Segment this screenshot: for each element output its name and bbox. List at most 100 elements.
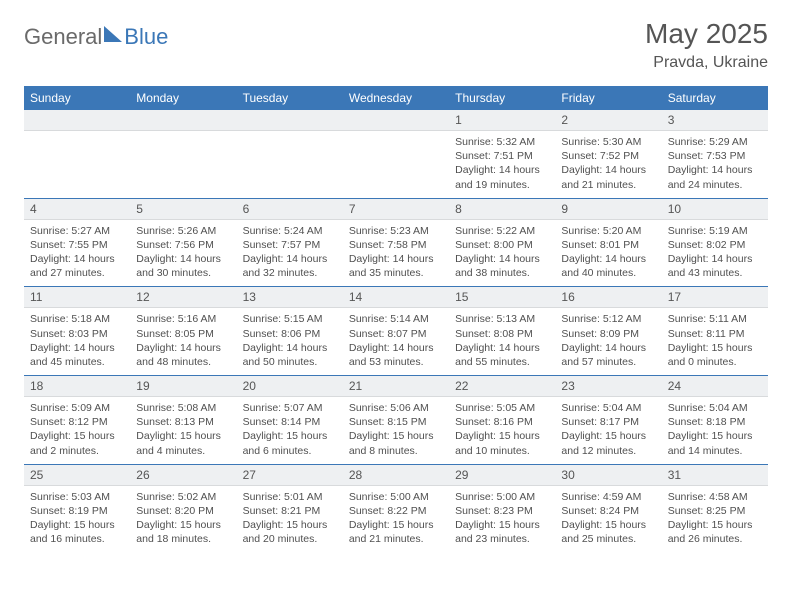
day1-text: Daylight: 15 hours	[668, 429, 762, 443]
day1-text: Daylight: 15 hours	[455, 518, 549, 532]
day1-text: Daylight: 15 hours	[243, 518, 337, 532]
day-content-row: Sunrise: 5:18 AMSunset: 8:03 PMDaylight:…	[24, 308, 768, 376]
day-cell: Sunrise: 5:06 AMSunset: 8:15 PMDaylight:…	[343, 397, 449, 465]
day1-text: Daylight: 14 hours	[561, 252, 655, 266]
day1-text: Daylight: 15 hours	[561, 518, 655, 532]
sail-icon	[104, 26, 122, 42]
day-cell: Sunrise: 5:27 AMSunset: 7:55 PMDaylight:…	[24, 219, 130, 287]
sunrise-text: Sunrise: 5:26 AM	[136, 224, 230, 238]
sunrise-text: Sunrise: 5:16 AM	[136, 312, 230, 326]
day2-text: and 24 minutes.	[668, 178, 762, 192]
day-number: 1	[449, 110, 555, 131]
day1-text: Daylight: 14 hours	[668, 252, 762, 266]
day-cell: Sunrise: 5:07 AMSunset: 8:14 PMDaylight:…	[237, 397, 343, 465]
day-cell	[343, 131, 449, 199]
sunrise-text: Sunrise: 5:09 AM	[30, 401, 124, 415]
day1-text: Daylight: 14 hours	[561, 163, 655, 177]
day2-text: and 0 minutes.	[668, 355, 762, 369]
day-number: 10	[662, 198, 768, 219]
day-number: 15	[449, 287, 555, 308]
sunset-text: Sunset: 8:15 PM	[349, 415, 443, 429]
month-title: May 2025	[645, 18, 768, 50]
day-number: 14	[343, 287, 449, 308]
sunset-text: Sunset: 7:52 PM	[561, 149, 655, 163]
day-number-row: 11121314151617	[24, 287, 768, 308]
sunset-text: Sunset: 8:05 PM	[136, 327, 230, 341]
day1-text: Daylight: 14 hours	[136, 252, 230, 266]
sunset-text: Sunset: 8:01 PM	[561, 238, 655, 252]
day-cell	[24, 131, 130, 199]
day-number: 25	[24, 464, 130, 485]
sunset-text: Sunset: 7:57 PM	[243, 238, 337, 252]
day-cell: Sunrise: 5:11 AMSunset: 8:11 PMDaylight:…	[662, 308, 768, 376]
day1-text: Daylight: 14 hours	[136, 341, 230, 355]
day-number: 18	[24, 376, 130, 397]
sunrise-text: Sunrise: 5:19 AM	[668, 224, 762, 238]
weekday-header: Wednesday	[343, 86, 449, 110]
sunset-text: Sunset: 8:00 PM	[455, 238, 549, 252]
day-cell: Sunrise: 5:14 AMSunset: 8:07 PMDaylight:…	[343, 308, 449, 376]
day-cell: Sunrise: 5:23 AMSunset: 7:58 PMDaylight:…	[343, 219, 449, 287]
day-number	[343, 110, 449, 131]
day-number: 3	[662, 110, 768, 131]
sunrise-text: Sunrise: 5:15 AM	[243, 312, 337, 326]
day-cell: Sunrise: 5:04 AMSunset: 8:18 PMDaylight:…	[662, 397, 768, 465]
day1-text: Daylight: 14 hours	[30, 252, 124, 266]
day2-text: and 12 minutes.	[561, 444, 655, 458]
day-number: 5	[130, 198, 236, 219]
day-cell: Sunrise: 5:00 AMSunset: 8:23 PMDaylight:…	[449, 485, 555, 552]
day2-text: and 6 minutes.	[243, 444, 337, 458]
sunset-text: Sunset: 8:18 PM	[668, 415, 762, 429]
sunrise-text: Sunrise: 5:04 AM	[668, 401, 762, 415]
day-number: 9	[555, 198, 661, 219]
day1-text: Daylight: 15 hours	[668, 518, 762, 532]
day-cell: Sunrise: 4:58 AMSunset: 8:25 PMDaylight:…	[662, 485, 768, 552]
day1-text: Daylight: 14 hours	[455, 163, 549, 177]
day2-text: and 32 minutes.	[243, 266, 337, 280]
sunrise-text: Sunrise: 5:14 AM	[349, 312, 443, 326]
day2-text: and 18 minutes.	[136, 532, 230, 546]
sunset-text: Sunset: 8:07 PM	[349, 327, 443, 341]
day-number: 31	[662, 464, 768, 485]
day-cell: Sunrise: 5:22 AMSunset: 8:00 PMDaylight:…	[449, 219, 555, 287]
day-number: 27	[237, 464, 343, 485]
day-cell: Sunrise: 5:26 AMSunset: 7:56 PMDaylight:…	[130, 219, 236, 287]
sunrise-text: Sunrise: 5:20 AM	[561, 224, 655, 238]
day2-text: and 30 minutes.	[136, 266, 230, 280]
day-cell: Sunrise: 5:08 AMSunset: 8:13 PMDaylight:…	[130, 397, 236, 465]
day1-text: Daylight: 15 hours	[455, 429, 549, 443]
day-cell: Sunrise: 5:02 AMSunset: 8:20 PMDaylight:…	[130, 485, 236, 552]
day1-text: Daylight: 15 hours	[136, 518, 230, 532]
day2-text: and 21 minutes.	[561, 178, 655, 192]
day-number: 17	[662, 287, 768, 308]
brand-text-1: General	[24, 24, 102, 50]
sunrise-text: Sunrise: 5:04 AM	[561, 401, 655, 415]
sunrise-text: Sunrise: 5:01 AM	[243, 490, 337, 504]
day-number: 11	[24, 287, 130, 308]
day-number-row: 25262728293031	[24, 464, 768, 485]
sunrise-text: Sunrise: 5:11 AM	[668, 312, 762, 326]
sunrise-text: Sunrise: 5:27 AM	[30, 224, 124, 238]
sunrise-text: Sunrise: 5:08 AM	[136, 401, 230, 415]
day-number: 7	[343, 198, 449, 219]
day-cell: Sunrise: 4:59 AMSunset: 8:24 PMDaylight:…	[555, 485, 661, 552]
sunset-text: Sunset: 7:55 PM	[30, 238, 124, 252]
day-number: 21	[343, 376, 449, 397]
sunset-text: Sunset: 8:20 PM	[136, 504, 230, 518]
location: Pravda, Ukraine	[645, 54, 768, 72]
day2-text: and 48 minutes.	[136, 355, 230, 369]
day2-text: and 14 minutes.	[668, 444, 762, 458]
sunset-text: Sunset: 8:24 PM	[561, 504, 655, 518]
day-number	[24, 110, 130, 131]
sunrise-text: Sunrise: 5:05 AM	[455, 401, 549, 415]
sunrise-text: Sunrise: 5:22 AM	[455, 224, 549, 238]
day-cell: Sunrise: 5:30 AMSunset: 7:52 PMDaylight:…	[555, 131, 661, 199]
sunset-text: Sunset: 7:53 PM	[668, 149, 762, 163]
weekday-header: Monday	[130, 86, 236, 110]
day1-text: Daylight: 14 hours	[455, 341, 549, 355]
sunrise-text: Sunrise: 5:32 AM	[455, 135, 549, 149]
day-cell: Sunrise: 5:03 AMSunset: 8:19 PMDaylight:…	[24, 485, 130, 552]
sunset-text: Sunset: 8:23 PM	[455, 504, 549, 518]
sunset-text: Sunset: 8:25 PM	[668, 504, 762, 518]
sunrise-text: Sunrise: 5:13 AM	[455, 312, 549, 326]
